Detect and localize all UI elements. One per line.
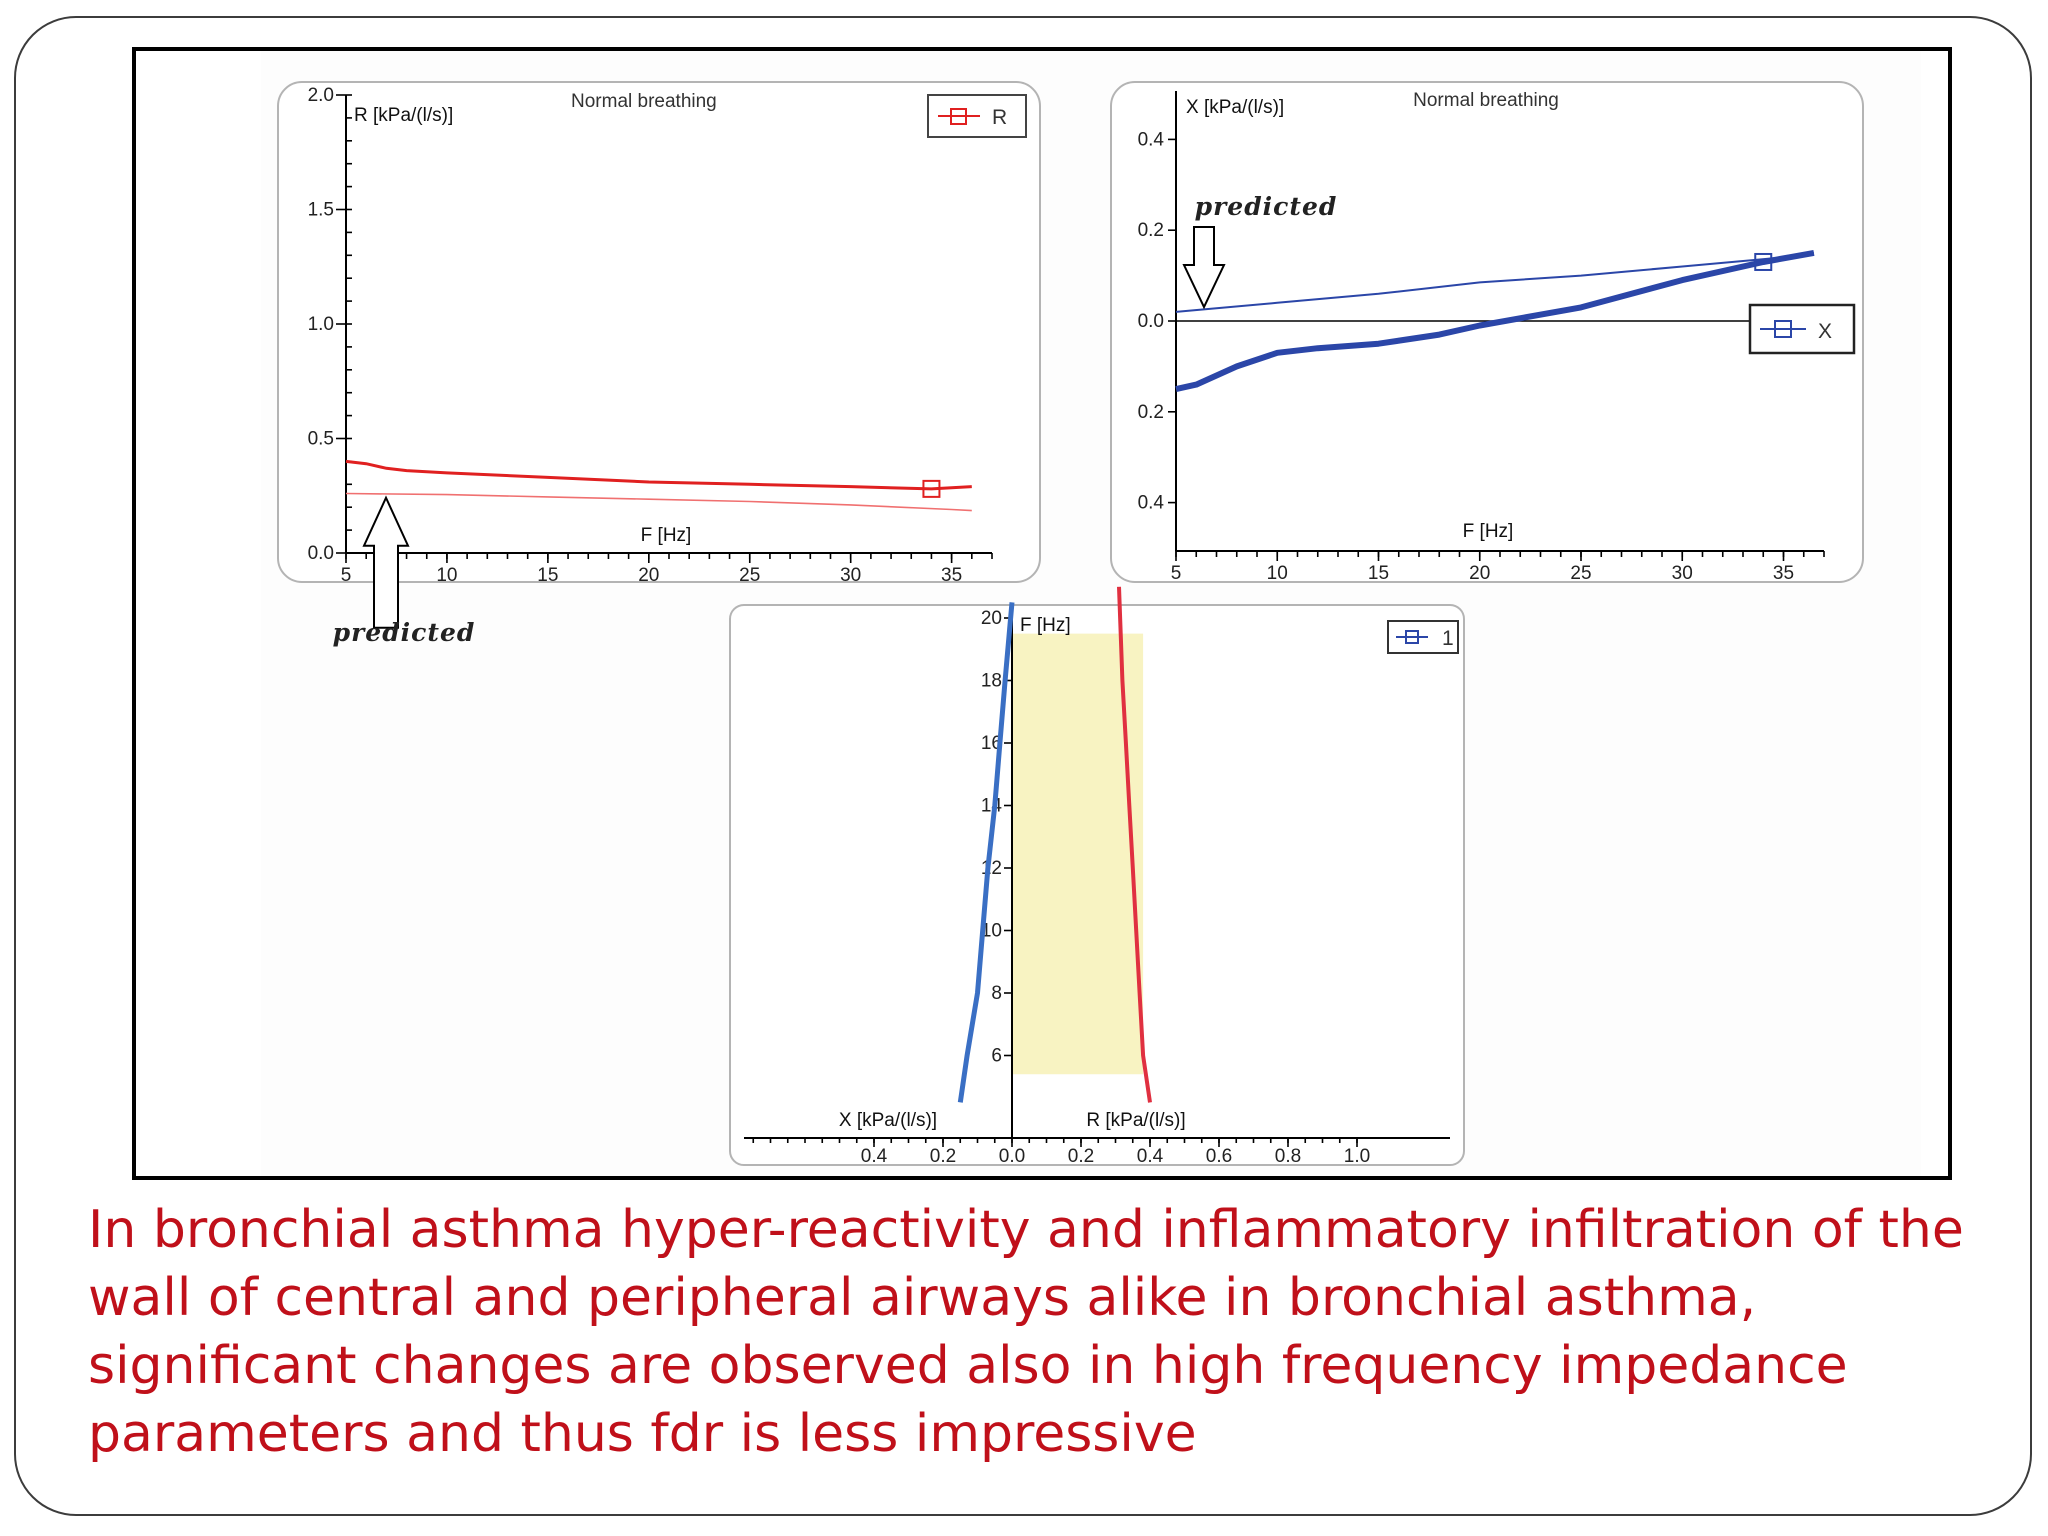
x-y-tick-label: 0.2 [1138, 220, 1164, 241]
x-x-tick-label: 35 [1773, 563, 1794, 584]
r-x-tick-label: 10 [436, 565, 457, 586]
r-y-axis-title: R [kPa/(l/s)] [354, 105, 453, 126]
fx-x-left-title: X [kPa/(l/s)] [839, 1110, 937, 1131]
r-x-tick-label: 5 [341, 565, 352, 586]
x-predicted-line [1175, 251, 1815, 313]
fx-y-axis-title: F [Hz] [1020, 615, 1071, 636]
r-chart-title: Normal breathing [571, 91, 717, 112]
r-x-tick-label: 15 [537, 565, 558, 586]
x-y-tick-label: 0.4 [1138, 493, 1165, 514]
r-x-tick-label: 35 [941, 565, 962, 586]
x-measured-line [1175, 249, 1815, 393]
fx-x-right-title: R [kPa/(l/s)] [1086, 1110, 1185, 1131]
fx-x-tick-label: 0.2 [930, 1146, 956, 1167]
r-y-tick-label: 1.5 [308, 200, 334, 221]
fx-y-tick-label: 18 [981, 671, 1002, 692]
r-y-tick-label: 2.0 [308, 85, 334, 106]
fx-x-tick-label: 1.0 [1344, 1146, 1370, 1167]
r-x-tick-label: 30 [840, 565, 861, 586]
x-predicted-label: predicted [1195, 192, 1338, 221]
r-y-tick-label: 1.0 [308, 314, 334, 335]
r-legend-marker [950, 108, 967, 125]
fx-y-tick-label: 6 [991, 1046, 1002, 1067]
r-x-tick-label: 25 [739, 565, 760, 586]
panel-x-frame [1110, 81, 1864, 583]
fx-r-series-line [1117, 586, 1152, 1103]
x-predicted-arrow [1182, 226, 1226, 310]
r-predicted-line [345, 492, 972, 512]
x-y-tick-label: 0.0 [1138, 311, 1164, 332]
x-legend-marker [1774, 320, 1792, 338]
r-y-tick-label: 0.0 [308, 543, 334, 564]
fx-x-tick-label: 0.8 [1275, 1146, 1301, 1167]
fx-x-tick-label: 0.0 [999, 1146, 1025, 1167]
r-predicted-arrow [362, 495, 410, 629]
fx-y-tick-label: 20 [981, 608, 1002, 629]
x-x-tick-label: 15 [1368, 563, 1389, 584]
figure-svg: 0.00.51.01.52.05 10 15 20 25 30 35R [kPa/(l/s)… [261, 51, 1921, 1176]
fx-y-tick-label: 10 [981, 921, 1002, 942]
fx-x-tick-label: 0.4 [861, 1146, 888, 1167]
r-x-axis-title: F [Hz] [641, 525, 692, 546]
r-x-tick-label: 20 [638, 565, 659, 586]
x-x-tick-label: 30 [1672, 563, 1693, 584]
fx-x-tick-label: 0.2 [1068, 1146, 1094, 1167]
x-y-tick-label: 0.4 [1138, 129, 1165, 150]
fx-x-tick-label: 0.4 [1137, 1146, 1164, 1167]
fx-y-tick-label: 16 [981, 733, 1002, 754]
fx-legend-label: 1 [1442, 627, 1454, 650]
x-legend-label: X [1818, 320, 1832, 343]
caption: In bronchial asthma hyper-reactivity and… [88, 1200, 1964, 1464]
fx-fill-area [1012, 633, 1144, 1075]
r-measured-line [345, 459, 972, 491]
fx-y-tick-label: 12 [981, 858, 1002, 879]
x-x-tick-label: 20 [1469, 563, 1490, 584]
x-chart-title: Normal breathing [1413, 90, 1559, 111]
fx-x-series-line [957, 602, 1015, 1103]
fx-y-tick-label: 8 [991, 983, 1002, 1004]
fx-x-tick-label: 0.6 [1206, 1146, 1232, 1167]
x-x-axis-title: F [Hz] [1463, 521, 1514, 542]
r-y-tick-label: 0.5 [308, 429, 334, 450]
x-y-axis-title: X [kPa/(l/s)] [1186, 97, 1284, 118]
fx-legend-marker [1405, 630, 1419, 644]
x-y-tick-label: 0.2 [1138, 402, 1164, 423]
x-x-tick-label: 25 [1570, 563, 1591, 584]
r-predicted-label: predicted [333, 618, 476, 647]
r-legend-label: R [992, 106, 1007, 129]
panel-r-frame [277, 81, 1041, 583]
x-series-marker [1754, 252, 1773, 271]
x-x-tick-label: 5 [1171, 563, 1182, 584]
x-x-tick-label: 10 [1267, 563, 1288, 584]
figure-box: 0.0 0.5 1.0 1.5 2.0 5 10 15 20 25 30 35 R [kPa/(l/s)… [132, 47, 1952, 1180]
r-series-marker [922, 479, 941, 498]
